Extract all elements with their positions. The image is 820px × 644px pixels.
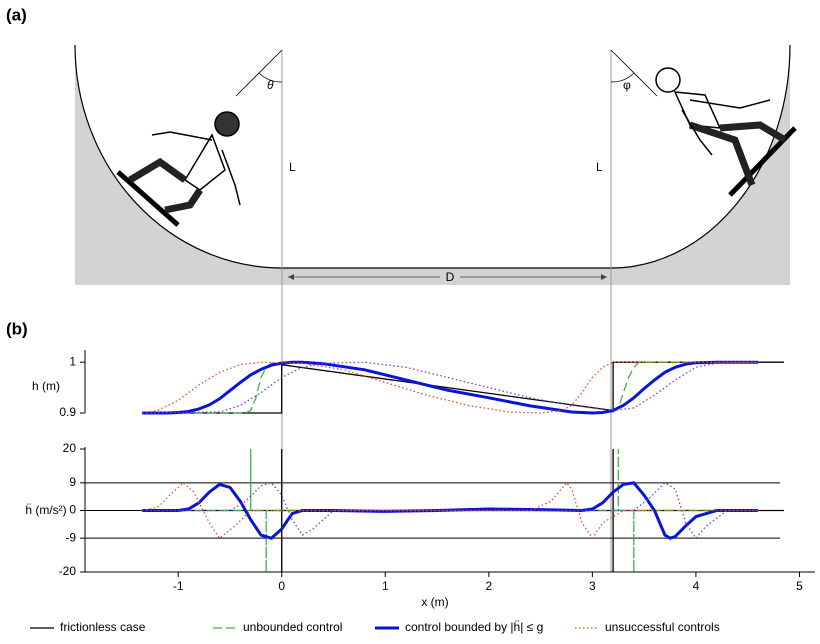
y-tick-label: 1 [69, 354, 76, 368]
panel-label: (b) [6, 319, 28, 338]
x-tick-label: 3 [589, 579, 596, 593]
length-label: L [289, 160, 296, 174]
figure: (a) (b) θ φ L L D h (m) 0.9 1 ḧ (m/s²) -20 -9… [0, 0, 820, 639]
x-tick-label: 1 [382, 579, 389, 593]
y-tick-label: 0.9 [59, 405, 76, 419]
y-tick-label: -20 [59, 564, 77, 578]
x-tick-label: 0 [278, 579, 285, 593]
x-tick-label: 5 [796, 579, 803, 593]
y-tick-label: 20 [63, 441, 77, 455]
legend-label: control bounded by |ḧ| ≤ g [405, 620, 543, 634]
page: {"panels":["(a)","(b)"], "diagram":{"the… [0, 0, 820, 644]
x-tick-label: 4 [693, 579, 700, 593]
y-axis-label: ḧ (m/s²) [25, 503, 66, 517]
x-axis-label: x (m) [421, 595, 448, 609]
y-axis-label: h (m) [32, 379, 60, 393]
length-label: L [596, 160, 603, 174]
phi-label: φ [623, 78, 631, 92]
legend-label: unbounded control [243, 620, 342, 634]
x-tick-label: -1 [173, 579, 184, 593]
x-tick-label: 2 [485, 579, 492, 593]
distance-label: D [446, 270, 455, 284]
y-tick-label: -9 [65, 530, 76, 544]
legend-label: unsuccessful controls [605, 620, 720, 634]
y-tick-label: 9 [69, 475, 76, 489]
theta-label: θ [267, 78, 274, 92]
ramp-surface [75, 45, 790, 268]
y-tick-label: 0 [69, 503, 76, 517]
legend-label: frictionless case [60, 620, 146, 634]
panel-label: (a) [6, 5, 27, 24]
